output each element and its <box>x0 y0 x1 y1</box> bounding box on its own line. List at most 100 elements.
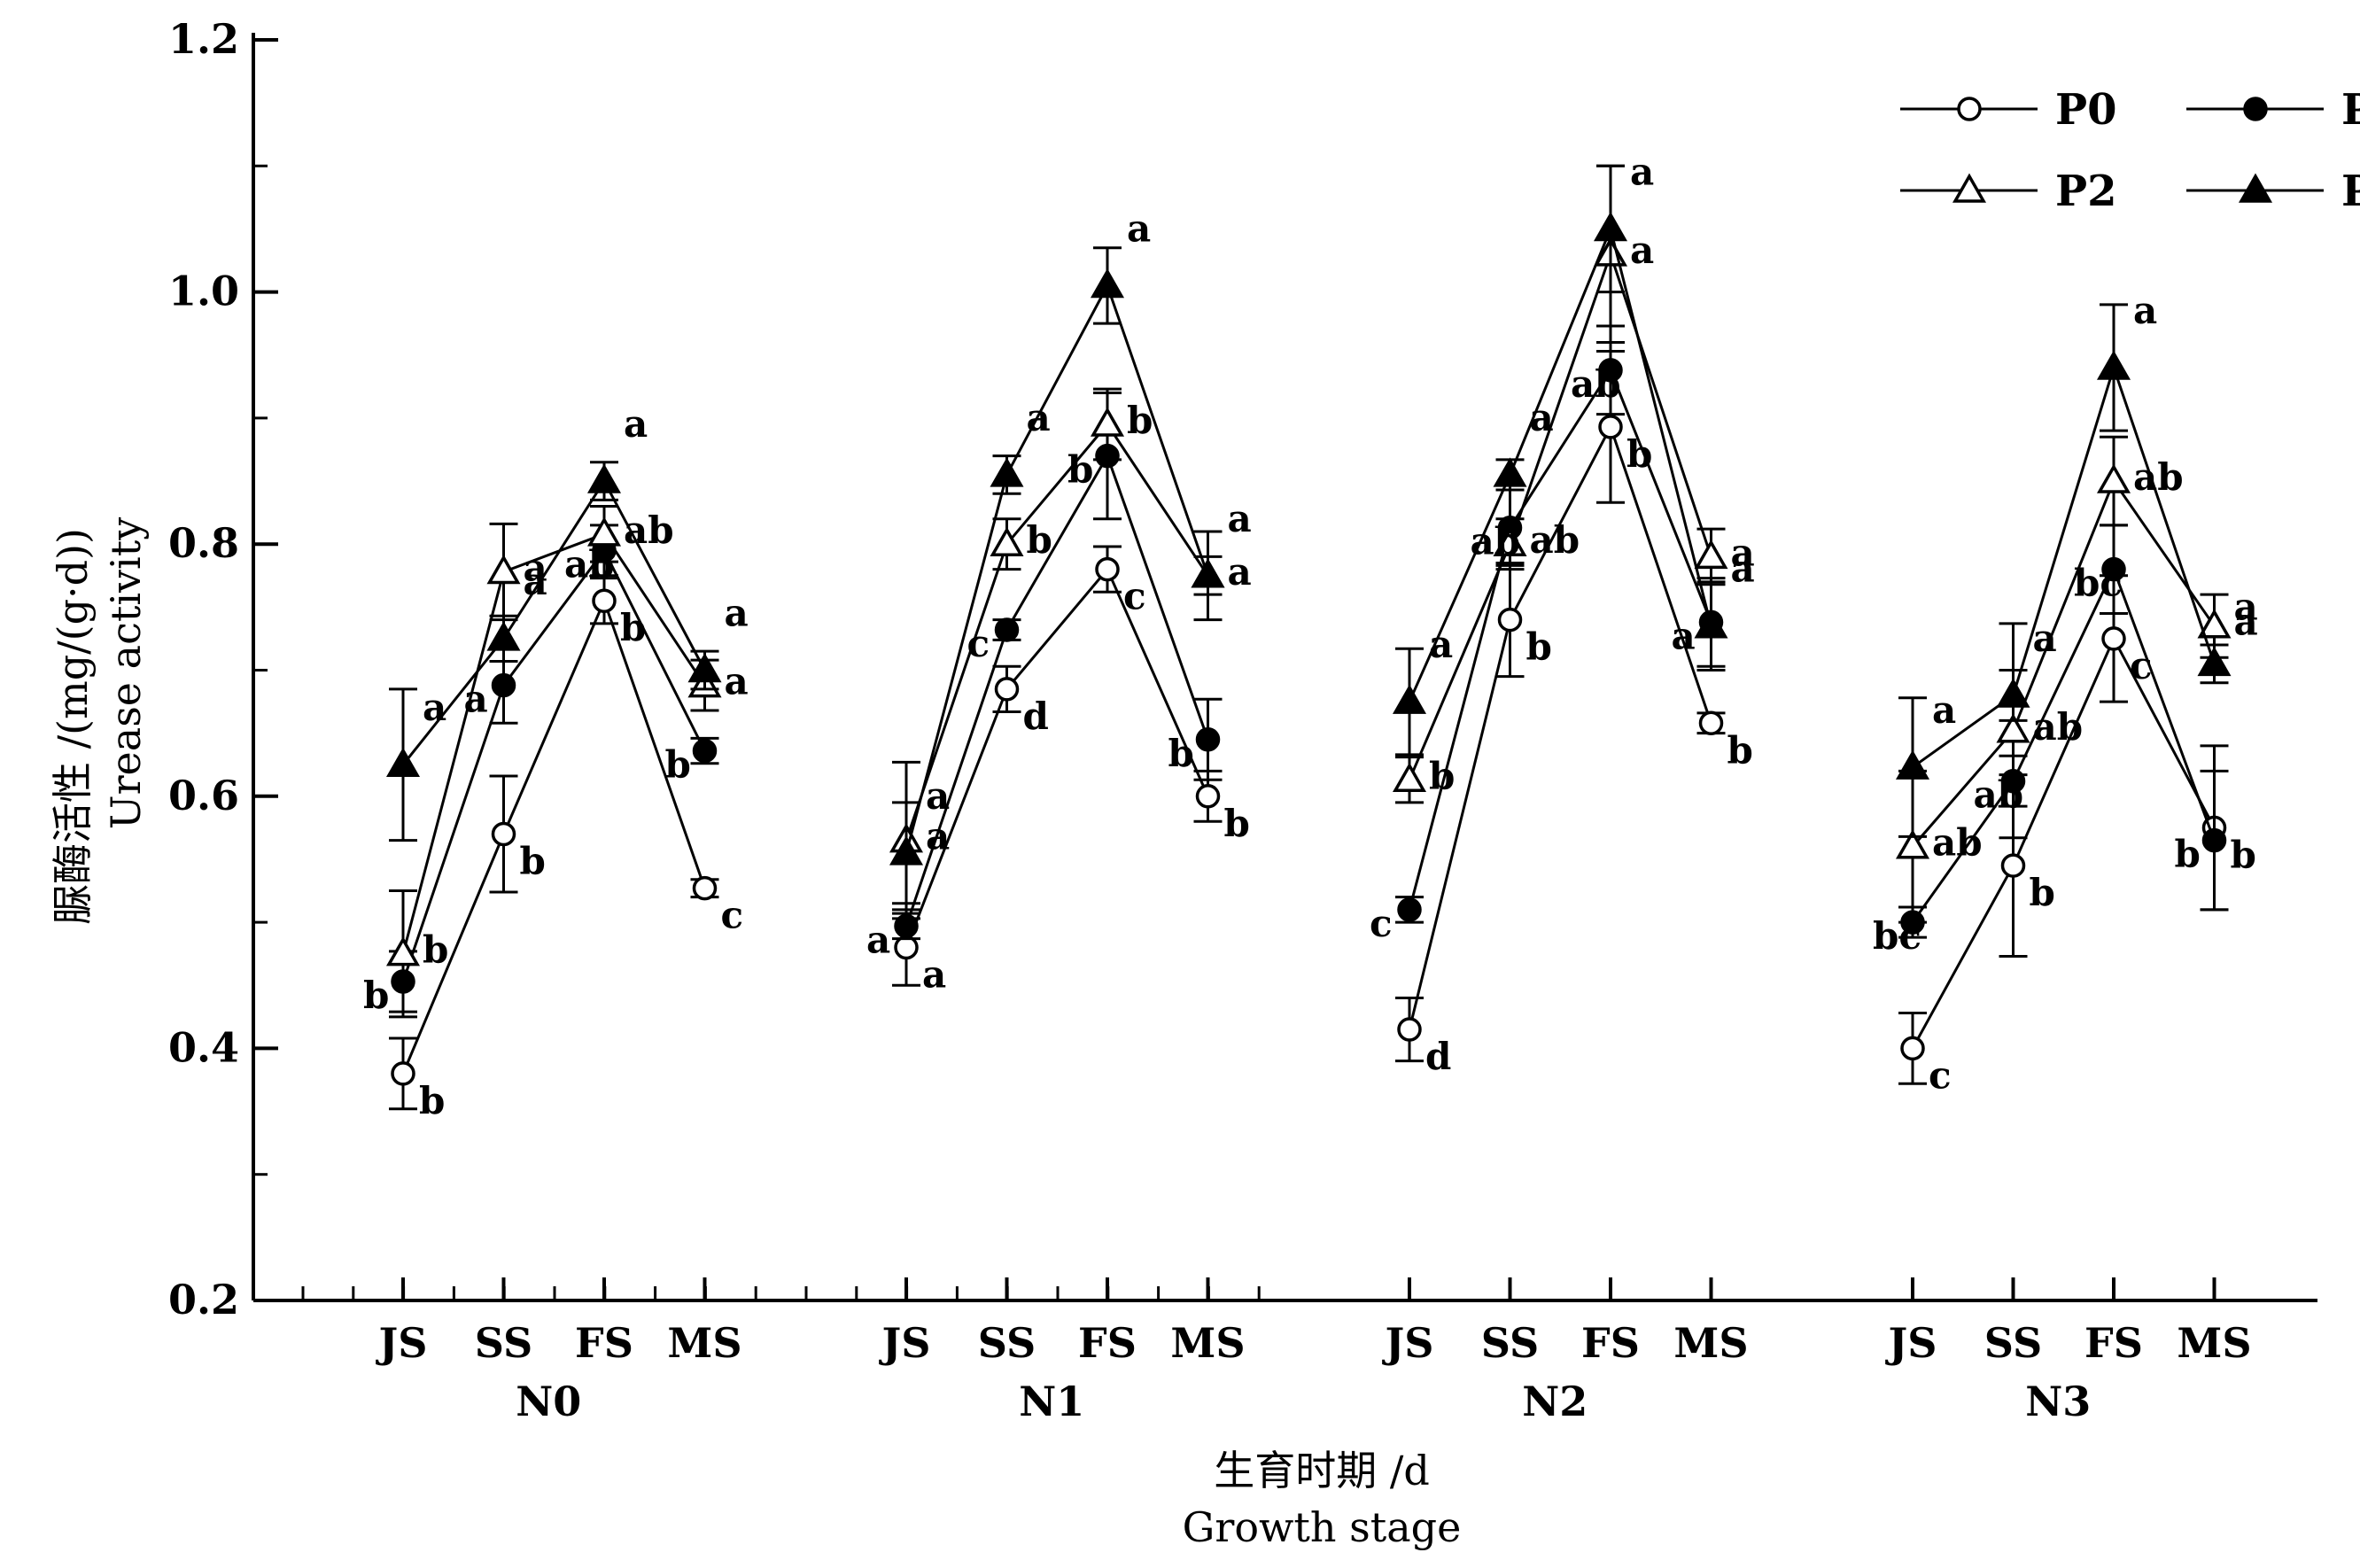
x-tick-label: JS <box>879 1319 931 1367</box>
data-point <box>1493 526 1527 556</box>
data-point <box>1694 609 1728 639</box>
data-point <box>1598 415 1623 439</box>
significance-label: b <box>520 839 546 882</box>
significance-label: a <box>2033 617 2057 660</box>
y-tick-label: 0.4 <box>168 1023 239 1071</box>
significance-label: a <box>866 918 890 961</box>
significance-label: a <box>1127 206 1151 250</box>
significance-label: a <box>624 402 648 446</box>
x-tick-label: JS <box>376 1319 428 1367</box>
significance-label: b <box>363 974 389 1017</box>
data-point <box>592 588 617 613</box>
significance-label: b <box>620 606 646 649</box>
significance-label: c <box>1123 575 1146 618</box>
data-point <box>385 936 421 966</box>
series-line <box>1911 477 2216 848</box>
data-point <box>491 821 516 847</box>
series-line <box>401 532 706 955</box>
data-point <box>990 526 1024 556</box>
significance-label: a <box>1429 623 1453 666</box>
series-line <box>1912 363 2216 769</box>
significance-label: b <box>2030 871 2055 914</box>
legend-label: P2 <box>2055 167 2117 216</box>
data-point <box>1195 727 1221 752</box>
data-point <box>889 835 924 866</box>
y-tick-label: 1.0 <box>168 268 239 315</box>
data-point <box>385 747 421 777</box>
x-tick-label: SS <box>475 1319 532 1367</box>
series-line <box>401 547 706 982</box>
significance-label: a <box>725 660 749 703</box>
significance-label: b <box>1626 432 1652 476</box>
x-tick-label: FS <box>575 1319 633 1367</box>
y-tick-label: 0.2 <box>168 1276 239 1323</box>
x-tick-label: MS <box>2177 1319 2251 1367</box>
x-tick-label: SS <box>978 1319 1036 1367</box>
data-point <box>894 935 919 960</box>
significance-label: a <box>1932 688 1956 732</box>
significance-label: ab <box>564 542 615 586</box>
data-point <box>1392 684 1427 714</box>
series-line <box>1408 250 1712 780</box>
data-point <box>1095 556 1120 582</box>
legend-marker <box>1952 173 1987 203</box>
data-point <box>491 672 516 698</box>
data-point <box>1895 749 1930 780</box>
data-point <box>1900 1036 1925 1061</box>
x-tick-label: FS <box>1078 1319 1137 1367</box>
legend-item-P1: P1 <box>2186 85 2360 135</box>
significance-label: a <box>1731 547 1755 591</box>
data-point <box>586 516 622 547</box>
significance-label: b <box>2175 833 2201 876</box>
data-point <box>2201 827 2227 853</box>
data-point <box>994 677 1020 702</box>
significance-label: b <box>1067 448 1093 492</box>
data-point <box>990 457 1024 487</box>
significance-label: a <box>926 774 950 818</box>
data-point <box>1195 784 1221 809</box>
data-point <box>994 617 1020 642</box>
significance-label: bc <box>1873 914 1921 958</box>
significance-label: b <box>2231 833 2256 876</box>
x-axis-title-cn: 生育时期 /d <box>1214 1447 1430 1494</box>
x-tick-label: FS <box>2084 1319 2143 1367</box>
legend-label: P1 <box>2341 85 2360 135</box>
data-point <box>1392 762 1427 793</box>
significance-label: ab <box>1974 773 2024 817</box>
data-point <box>1593 211 1628 242</box>
data-point <box>1497 607 1523 633</box>
series-line <box>1408 423 1712 1030</box>
significance-label: b <box>423 928 448 972</box>
y-tick-label: 1.2 <box>168 15 239 63</box>
significance-label: a <box>524 560 547 603</box>
significance-label: ab <box>624 508 674 552</box>
significance-label: a <box>1731 531 1755 574</box>
series-line <box>904 566 1209 949</box>
y-tick-label: 0.8 <box>168 519 239 567</box>
series-line <box>904 282 1209 854</box>
y-axis-title-en: Urease activity <box>102 517 150 829</box>
significance-label: c <box>1370 902 1393 945</box>
series-P3 <box>385 164 2232 905</box>
legend-item-P3: P3 <box>2186 167 2360 216</box>
significance-label: b <box>1027 518 1052 562</box>
significance-label: a <box>1027 396 1051 439</box>
data-point <box>1598 358 1623 383</box>
significance-label: a <box>524 547 547 590</box>
significance-label: b <box>1526 625 1552 669</box>
y-tick-label: 0.6 <box>168 772 239 819</box>
group-label: N1 <box>1019 1378 1084 1425</box>
significance-label: a <box>1530 396 1554 439</box>
data-point <box>1493 457 1527 487</box>
data-point <box>692 738 718 764</box>
significance-label: ab <box>2133 455 2184 499</box>
x-tick-label: MS <box>1170 1319 1245 1367</box>
significance-label: a <box>922 953 946 997</box>
legend: P0 P1 P2 P3 <box>1900 85 2360 216</box>
significance-labels: bbbcadcbdbbbcbcbbaabbacbbcabababcabbcbba… <box>363 150 2258 1122</box>
significance-label: ab <box>1932 821 1983 865</box>
x-tick-label: FS <box>1581 1319 1640 1367</box>
data-point <box>2197 646 2232 677</box>
data-point <box>391 1061 415 1086</box>
